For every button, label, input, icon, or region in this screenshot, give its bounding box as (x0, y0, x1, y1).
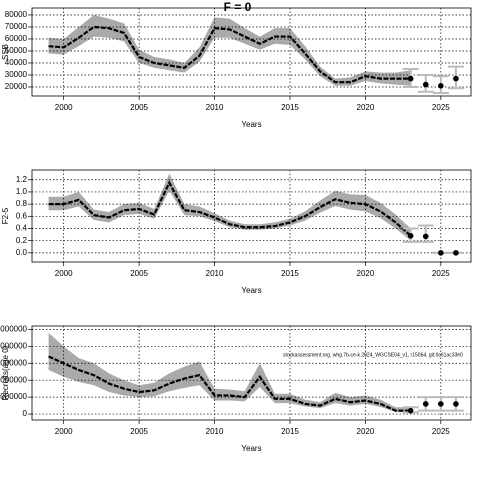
median-line (48, 355, 411, 412)
y-tick-label: 2000000 (0, 375, 28, 384)
x-tick-label: 2020 (357, 427, 375, 436)
x-tick-label: 2010 (206, 269, 224, 278)
x-axis-label: Years (241, 286, 261, 295)
chart-title: F = 0 (224, 0, 252, 14)
y-tick-label: 50000 (5, 46, 28, 55)
plot-frame (31, 325, 472, 421)
x-tick-label: 2015 (281, 103, 299, 112)
y-axis-label: F2-5 (1, 207, 10, 224)
proj-point (438, 250, 444, 256)
x-tick-label: 2005 (130, 269, 148, 278)
confidence-band (48, 173, 411, 241)
y-tick-label: 4000000 (0, 341, 28, 350)
plot-frame (31, 169, 472, 263)
y-tick-label: 30000 (5, 70, 28, 79)
x-tick-label: 2000 (55, 269, 73, 278)
y-tick-label: 3000000 (0, 358, 28, 367)
y-axis-label: Recruits(age 0) (1, 345, 10, 400)
x-tick-label: 2000 (55, 427, 73, 436)
y-tick-label: 0.0 (16, 248, 28, 257)
proj-point (438, 401, 444, 407)
confidence-band (48, 14, 411, 86)
median-line (48, 180, 412, 237)
y-tick-label: 60000 (5, 34, 28, 43)
x-tick-label: 2025 (432, 427, 450, 436)
y-tick-label: 0.6 (16, 211, 28, 220)
y-tick-label: 40000 (5, 58, 28, 67)
x-tick-label: 2020 (357, 103, 375, 112)
x-tick-label: 2025 (432, 103, 450, 112)
x-tick-label: 2010 (206, 427, 224, 436)
x-axis-label: Years (241, 120, 261, 129)
proj-point (407, 75, 414, 82)
y-tick-label: 0.2 (16, 236, 28, 245)
x-tick-label: 2025 (432, 269, 450, 278)
x-tick-label: 2005 (130, 427, 148, 436)
proj-point (407, 233, 414, 239)
y-tick-label: 70000 (5, 22, 28, 31)
proj-point (422, 81, 429, 88)
proj-point (453, 250, 459, 256)
proj-point (422, 233, 429, 240)
y-tick-label: 0.4 (16, 224, 28, 233)
annotation: stockassessment.org, whg.7b-ce-k.2024_WG… (283, 352, 463, 358)
proj-point (407, 407, 414, 414)
x-tick-label: 2015 (281, 269, 299, 278)
proj-point (453, 401, 459, 407)
x-axis-label: Years (241, 444, 261, 453)
y-tick-label: 20000 (5, 82, 28, 91)
x-tick-label: 2000 (55, 103, 73, 112)
plot-frame (31, 7, 472, 97)
y-tick-label: 1000000 (0, 392, 28, 401)
x-tick-label: 2010 (206, 103, 224, 112)
proj-point (422, 401, 429, 407)
median-line (48, 25, 411, 84)
y-tick-label: 1.2 (16, 175, 28, 184)
x-tick-label: 2020 (357, 269, 375, 278)
y-tick-label: 0.8 (16, 199, 28, 208)
y-tick-label: 0 (23, 409, 28, 418)
proj-point (438, 82, 444, 89)
x-tick-label: 2005 (130, 103, 148, 112)
y-axis-label: SSB (1, 44, 10, 60)
y-tick-label: 1.0 (16, 187, 28, 196)
y-tick-label: 80000 (5, 10, 28, 19)
proj-point (453, 75, 459, 82)
x-tick-label: 2015 (281, 427, 299, 436)
